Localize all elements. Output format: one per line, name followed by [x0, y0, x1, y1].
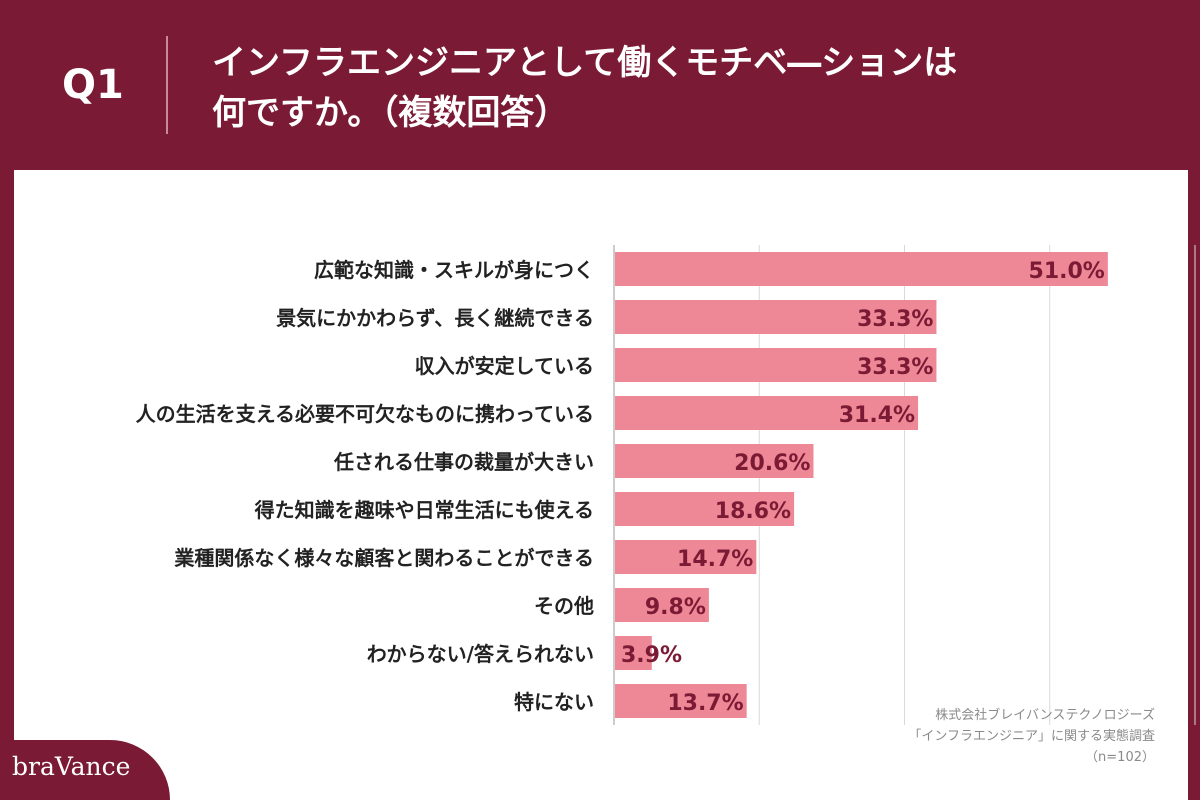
source-sample: （n=102） — [1085, 750, 1155, 765]
value-label: 9.8% — [645, 595, 706, 620]
value-label: 33.3% — [857, 307, 933, 332]
category-label: 人の生活を支える必要不可欠なものに携わっている — [136, 402, 594, 426]
bar — [615, 540, 757, 574]
category-label: その他 — [534, 594, 594, 618]
value-label: 33.3% — [857, 355, 933, 380]
category-label: 景気にかかわらず、長く継続できる — [276, 306, 594, 330]
logo-background — [0, 740, 170, 800]
source-company: 株式会社ブレイバンステクノロジーズ — [935, 708, 1155, 723]
bar — [615, 684, 747, 718]
category-label: 任される仕事の裁量が大きい — [333, 450, 594, 474]
title-line-2: 何ですか。（複数回答） — [212, 93, 569, 133]
value-label: 31.4% — [839, 403, 915, 428]
value-label: 13.7% — [667, 691, 743, 716]
category-label: 得た知識を趣味や日常生活にも使える — [254, 498, 594, 522]
value-label: 18.6% — [715, 499, 791, 524]
bar — [615, 588, 709, 622]
header: Q1 インフラエンジニアとして働くモチベ―ションは 何ですか。（複数回答） — [0, 0, 1200, 170]
bar — [615, 348, 937, 382]
question-number: Q1 — [62, 62, 124, 108]
category-label: 特にない — [514, 690, 594, 714]
bar — [615, 396, 919, 430]
category-label: わからない/答えられない — [367, 642, 594, 666]
chart-title: インフラエンジニアとして働くモチベ―ションは 何ですか。（複数回答） — [212, 38, 1112, 138]
bar — [615, 444, 814, 478]
category-label: 業種関係なく様々な顧客と関わることができる — [174, 546, 594, 570]
value-label: 20.6% — [734, 451, 810, 476]
bar — [615, 252, 1108, 286]
source-note: 株式会社ブレイバンステクノロジーズ 「インフラエンジニア」に関する実態調査 （n… — [735, 705, 1155, 768]
category-label: 収入が安定している — [415, 354, 594, 378]
source-survey: 「インフラエンジニア」に関する実態調査 — [908, 729, 1155, 744]
bar — [615, 300, 937, 334]
value-label: 14.7% — [677, 547, 753, 572]
title-line-1: インフラエンジニアとして働くモチベ―ションは — [212, 43, 958, 83]
bar — [615, 636, 652, 670]
category-label: 広範な知識・スキルが身につく — [314, 258, 594, 282]
header-divider — [166, 36, 168, 134]
bravance-logo: braVance — [12, 752, 131, 781]
value-label: 3.9% — [621, 643, 682, 668]
value-label: 51.0% — [1029, 259, 1105, 284]
bar — [615, 492, 795, 526]
